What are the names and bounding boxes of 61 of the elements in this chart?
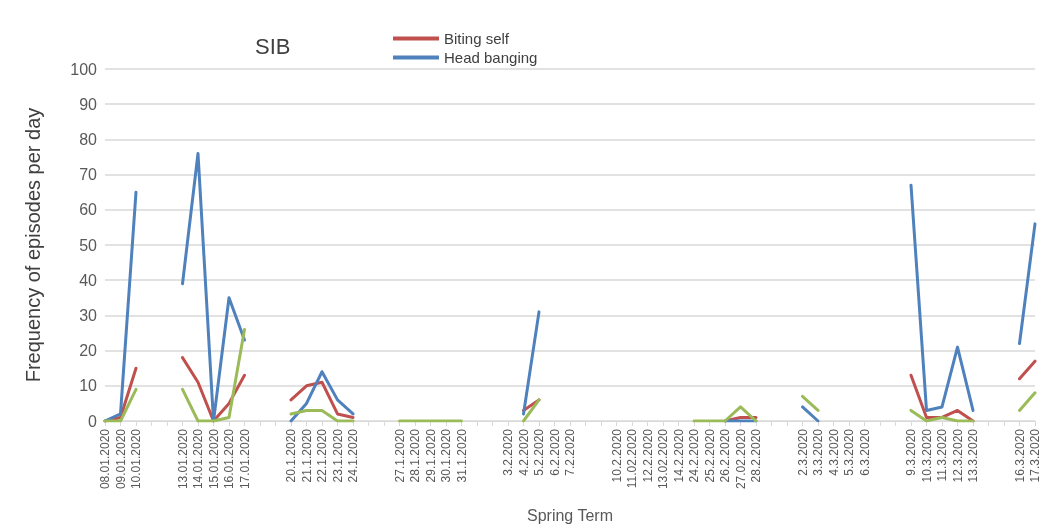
x-tick-label: 15.01.2020: [206, 428, 221, 490]
x-tick-label: 17.3.2020: [1028, 428, 1042, 483]
x-tick-label: 24.1.2020: [346, 428, 360, 483]
y-tick-label: 0: [88, 412, 98, 430]
x-tick-label: 3.2.2020: [501, 428, 515, 476]
x-tick-label: 10.3.2020: [919, 428, 934, 483]
x-tick-label: 21.1.2020: [299, 428, 314, 483]
x-tick-label: 27.02.2020: [733, 428, 748, 490]
x-tick-label: 26.2.2020: [718, 428, 732, 483]
x-tick-label: 27.1.2020: [392, 428, 407, 483]
x-tick-label: 16.3.2020: [1012, 428, 1027, 483]
x-tick-label: 14.2.2020: [671, 428, 686, 483]
x-tick-label: 29.1.2020: [423, 428, 438, 483]
x-tick-label: 28.2.2020: [749, 428, 763, 483]
x-tick-label: 12.3.2020: [950, 428, 965, 483]
y-tick-label: 70: [79, 166, 98, 184]
y-tick-label: 10: [79, 377, 98, 395]
x-tick-label: 17.01.2020: [237, 428, 252, 490]
x-tick-label: 5.3.2020: [842, 428, 856, 476]
x-tick-label: 11.3.2020: [935, 428, 949, 482]
x-tick-label: 24.2.2020: [687, 428, 701, 483]
y-axis-title: Frequency of episodes per day: [22, 107, 44, 383]
x-tick-label: 7.2.2020: [563, 428, 577, 476]
x-tick-label: 10.2.2020: [609, 428, 624, 483]
x-tick-label: 16.01.2020: [222, 428, 236, 490]
legend-label: Biting self: [444, 30, 510, 47]
x-tick-label: 2.3.2020: [795, 428, 810, 476]
x-tick-label: 08.01.2020: [98, 428, 112, 490]
y-tick-label: 100: [70, 60, 98, 78]
x-tick-label: 22.1.2020: [315, 428, 329, 483]
x-tick-label: 5.2.2020: [532, 428, 546, 476]
x-tick-label: 10.01.2020: [129, 428, 143, 490]
x-tick-label: 13.01.2020: [175, 428, 190, 490]
y-tick-label: 90: [79, 95, 98, 113]
y-tick-label: 20: [79, 342, 98, 360]
chart-title: SIB: [255, 33, 291, 59]
x-tick-label: 13.02.2020: [656, 428, 670, 490]
x-tick-label: 20.1.2020: [284, 428, 298, 483]
y-tick-label: 80: [79, 130, 98, 148]
x-tick-label: 31.1.2020: [454, 428, 469, 483]
y-tick-label: 50: [79, 236, 98, 254]
x-tick-label: 3.3.2020: [811, 428, 825, 476]
y-tick-label: 30: [79, 306, 98, 324]
x-tick-label: 9.3.2020: [904, 428, 918, 476]
x-tick-label: 09.01.2020: [113, 428, 128, 490]
y-tick-label: 60: [79, 201, 98, 219]
x-tick-label: 25.2.2020: [702, 428, 717, 483]
x-tick-label: 6.2.2020: [547, 428, 562, 476]
x-tick-label: 6.3.2020: [857, 428, 872, 476]
y-tick-label: 40: [79, 271, 98, 289]
x-tick-label: 4.3.2020: [826, 428, 841, 476]
x-tick-label: 14.01.2020: [191, 428, 205, 490]
x-axis-title: Spring Term: [527, 506, 613, 524]
x-tick-label: 4.2.2020: [516, 428, 531, 476]
x-tick-label: 28.1.2020: [408, 428, 422, 483]
legend-label: Head banging: [444, 49, 538, 66]
x-tick-label: 13.3.2020: [966, 428, 980, 483]
x-tick-label: 11.02.2020: [625, 428, 639, 489]
x-tick-label: 23.1.2020: [330, 428, 345, 483]
x-tick-label: 30.1.2020: [439, 428, 453, 483]
x-tick-label: 12.2.2020: [640, 428, 655, 483]
